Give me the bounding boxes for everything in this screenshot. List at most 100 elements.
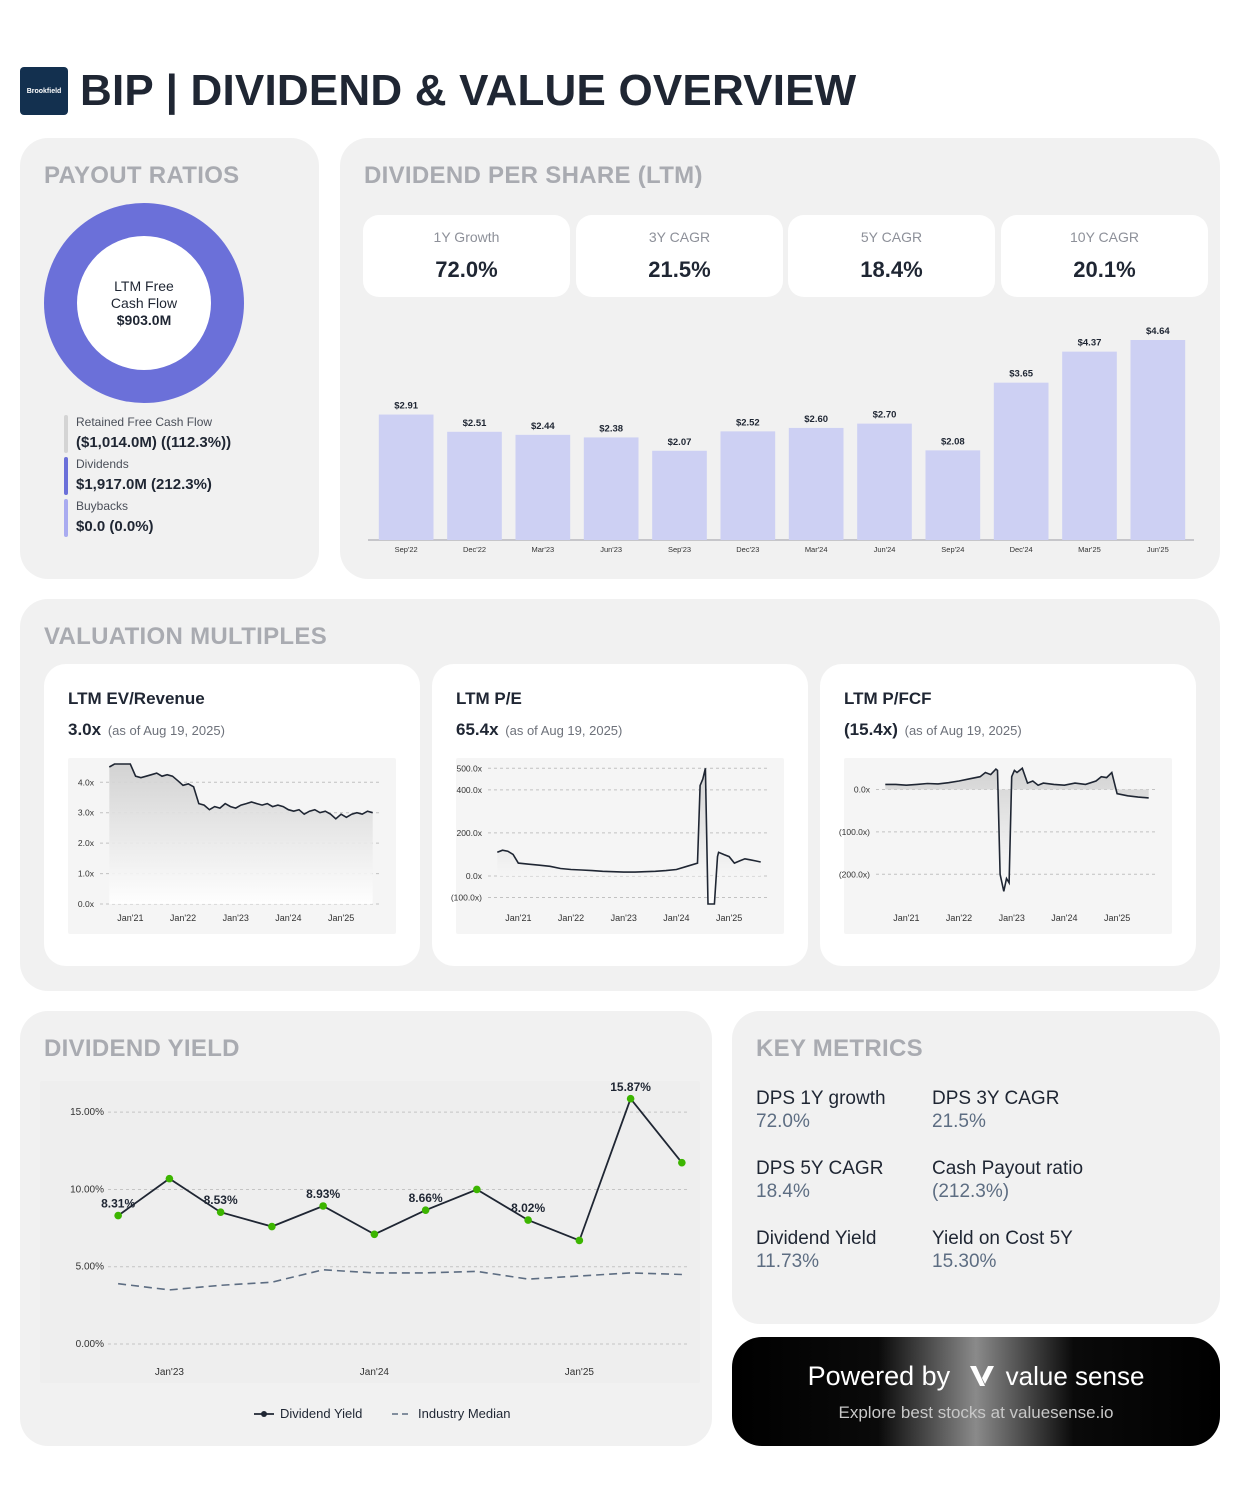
yield-point [370,1230,379,1239]
data-label: 8.02% [511,1201,545,1215]
bar-value-label: $4.37 [1078,338,1102,349]
legend-marker [261,1411,267,1417]
legend-label: Dividends [76,457,129,471]
x-tick-label: Jan'25 [565,1367,595,1378]
dps-bar [720,431,776,540]
x-tick-label: Jan'23 [223,913,249,923]
y-tick-label: 0.0x [78,899,95,909]
y-tick-label: 10.00% [70,1184,104,1195]
bar-value-label: $2.38 [599,423,623,434]
x-tick-label: Jan'21 [893,913,919,923]
series-area [109,764,373,904]
yield-point [216,1208,225,1216]
donut-value: $903.0M [116,311,172,328]
pfcf-card: LTM P/FCF (15.4x) (as of Aug 19, 2025) 0… [820,664,1196,966]
donut-label-line2: Cash Flow [110,294,178,311]
bar-value-label: $4.64 [1146,326,1170,337]
yield-point [319,1202,327,1210]
stat-label: 10Y CAGR [1070,229,1139,245]
x-tick-label: Mar'24 [805,545,828,554]
dps-bar-chart: $2.91 Sep'22 $2.51 Dec'22 $2.44 Mar'23 $2.38 Ju… [368,326,1194,554]
valuation-multiples-panel: VALUATION MULTIPLES LTM EV/Revenue 3.0x … [20,599,1220,991]
metric-cash-payout-ratio: Cash Payout ratio (212.3%) [932,1158,1102,1203]
stat-card-1y: 1Y Growth 72.0% [363,215,570,297]
x-tick-label: Jan'24 [275,913,301,923]
legend-swatch [64,415,68,453]
legend-label: Industry Median [418,1406,511,1421]
x-tick-label: Jan'21 [117,913,143,923]
panel-title: KEY METRICS [756,1035,923,1062]
dps-bar [788,427,844,540]
dps-bar [925,450,981,540]
x-tick-label: Mar'25 [1078,545,1101,554]
bar-value-label: $2.52 [736,417,760,428]
tagline[interactable]: Explore best stocks at valuesense.io [838,1403,1114,1422]
x-tick-label: Jan'24 [663,913,689,923]
yield-point [524,1216,532,1224]
stat-value: 72.0% [435,257,498,282]
dividend-yield-panel: DIVIDEND YIELD 0.00% 5.00% 10.00% 15.00% Jan… [20,1011,712,1446]
bar-value-label: $3.65 [1009,369,1033,380]
x-tick-label: Dec'22 [463,545,486,554]
chart-plot-area [456,758,784,934]
stat-card-10y: 10Y CAGR 20.1% [1001,215,1208,297]
stat-value: 20.1% [1073,257,1136,282]
series-area [497,768,761,904]
card-title: LTM P/FCF [844,689,932,708]
data-label: 15.87% [610,1081,651,1094]
as-of-date: (as of Aug 19, 2025) [505,723,623,738]
metric-label: Yield on Cost 5Y [932,1228,1073,1249]
x-tick-label: Sep'24 [941,545,964,554]
x-tick-label: Jan'25 [716,913,742,923]
legend-swatch [64,457,68,495]
y-tick-label: (100.0x) [451,893,482,903]
powered-prefix: Powered by [807,1361,951,1391]
card-title: LTM P/E [456,689,522,708]
legend-retained: Retained Free Cash Flow ($1,014.0M) ((11… [64,415,304,453]
card-value: 3.0x (as of Aug 19, 2025) [68,720,225,740]
data-label: 8.31% [101,1197,135,1211]
bar-value-label: $2.91 [394,401,418,412]
metric-label: DPS 5Y CAGR [756,1158,884,1179]
bar-value-label: $2.44 [531,421,555,432]
stat-card-3y: 3Y CAGR 21.5% [576,215,783,297]
y-tick-label: 1.0x [78,869,95,879]
metric-dps-3y-cagr: DPS 3Y CAGR 21.5% [932,1088,1102,1133]
series-line [497,768,761,905]
metric-value: (212.3%) [932,1181,1010,1202]
dividend-yield-line [117,1096,683,1242]
y-tick-label: 2.0x [78,838,95,848]
dividend-per-share-panel: DIVIDEND PER SHARE (LTM) 1Y Growth 72.0%… [340,138,1220,579]
y-tick-label: 5.00% [76,1262,104,1273]
x-tick-label: Jan'22 [946,913,972,923]
ev-revenue-chart: 0.0x 1.0x 2.0x 3.0x 4.0x Jan'21 Jan'22 Jan'23 Ja… [68,758,396,934]
dps-bar [378,414,434,540]
series-line [108,763,373,820]
pe-chart: (100.0x) 0.0x 200.0x 400.0x 500.0x Jan'21 Jan'… [451,758,784,934]
y-tick-label: 4.0x [78,777,95,787]
payout-ratios-panel: PAYOUT RATIOS LTM Free Cash Flow $903.0M… [20,138,319,579]
yield-point [473,1185,481,1194]
metric-value: 72.0% [756,1111,810,1132]
metric-value: 21.5% [932,1111,986,1132]
data-label: 8.53% [204,1193,238,1207]
yield-point [114,1211,122,1220]
panel-title: VALUATION MULTIPLES [44,623,328,650]
legend-label: Dividend Yield [280,1406,362,1421]
powered-by-line: Powered by value sense [732,1361,1220,1392]
pe-card: LTM P/E 65.4x (as of Aug 19, 2025) (100.… [432,664,808,966]
powered-by-banner[interactable]: Powered by value sense Explore best stoc… [732,1337,1220,1446]
x-tick-label: Jun'24 [874,545,896,554]
header: Brookfield BIP | DIVIDEND & VALUE OVERVI… [20,66,856,116]
dps-bar [1130,340,1186,540]
donut-label-line1: LTM Free [114,277,174,294]
y-tick-label: 0.00% [76,1339,104,1350]
x-tick-label: Jan'22 [170,913,196,923]
metric-label: DPS 1Y growth [756,1088,886,1109]
x-tick-label: Jun'23 [600,545,622,554]
valuesense-logo-icon [969,1366,994,1386]
card-value: 65.4x (as of Aug 19, 2025) [456,720,622,740]
x-tick-label: Sep'22 [395,545,418,554]
series-line [885,766,1149,892]
dividend-yield-chart: 0.00% 5.00% 10.00% 15.00% Jan'23 Jan'24 Jan'25… [40,1081,700,1421]
